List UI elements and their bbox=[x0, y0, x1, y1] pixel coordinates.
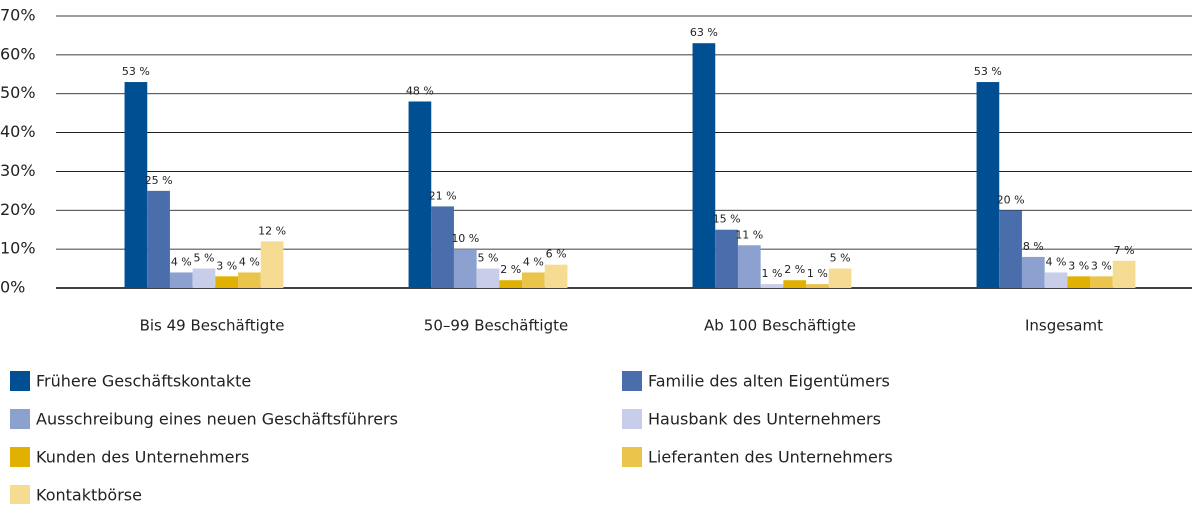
bar bbox=[544, 264, 568, 288]
value-label: 5 % bbox=[478, 252, 499, 265]
bar bbox=[260, 241, 284, 288]
value-label: 4 % bbox=[239, 255, 260, 268]
value-label: 1 % bbox=[762, 267, 783, 280]
legend-swatch bbox=[10, 485, 30, 505]
legend-label: Frühere Geschäftskontakte bbox=[36, 372, 251, 391]
value-label: 25 % bbox=[145, 174, 173, 187]
value-label: 8 % bbox=[1023, 240, 1044, 253]
legend-label: Kontaktbörse bbox=[36, 486, 142, 505]
y-tick-label: 10% bbox=[0, 239, 36, 258]
bar bbox=[1021, 256, 1045, 288]
bar bbox=[215, 276, 239, 288]
bar bbox=[408, 101, 432, 288]
value-label: 53 % bbox=[122, 65, 150, 78]
value-label: 2 % bbox=[500, 263, 521, 276]
legend-label: Kunden des Unternehmers bbox=[36, 448, 249, 467]
legend-swatch bbox=[10, 447, 30, 467]
value-label: 5 % bbox=[194, 252, 215, 265]
bar bbox=[476, 268, 500, 288]
value-label: 6 % bbox=[546, 248, 567, 261]
bar bbox=[828, 268, 852, 288]
bar bbox=[1044, 272, 1068, 288]
legend-swatch bbox=[622, 447, 642, 467]
y-tick-label: 70% bbox=[0, 6, 36, 25]
legend-swatch bbox=[10, 409, 30, 429]
legend-label: Familie des alten Eigentümers bbox=[648, 372, 890, 391]
bar bbox=[169, 272, 193, 288]
bar bbox=[999, 210, 1022, 288]
value-label: 2 % bbox=[784, 263, 805, 276]
value-label: 48 % bbox=[406, 84, 434, 97]
x-tick-label: Insgesamt bbox=[1025, 317, 1103, 335]
value-label: 3 % bbox=[216, 259, 237, 272]
value-label: 3 % bbox=[1068, 259, 1089, 272]
bar bbox=[522, 272, 545, 288]
bar bbox=[431, 206, 454, 288]
legend-label: Hausbank des Unternehmers bbox=[648, 410, 881, 429]
value-label: 4 % bbox=[1046, 255, 1067, 268]
value-label: 15 % bbox=[713, 213, 741, 226]
legend-swatch bbox=[622, 409, 642, 429]
bar bbox=[783, 280, 807, 288]
value-label: 20 % bbox=[997, 193, 1025, 206]
bar bbox=[806, 284, 829, 288]
value-label: 12 % bbox=[258, 224, 286, 237]
y-tick-label: 60% bbox=[0, 44, 36, 63]
y-tick-label: 30% bbox=[0, 161, 36, 180]
y-tick-label: 50% bbox=[0, 83, 36, 102]
legend-swatch bbox=[622, 371, 642, 391]
value-label: 3 % bbox=[1091, 259, 1112, 272]
value-label: 7 % bbox=[1114, 244, 1135, 257]
bar bbox=[453, 249, 477, 288]
bar bbox=[692, 43, 716, 289]
value-label: 11 % bbox=[735, 228, 763, 241]
value-label: 63 % bbox=[690, 26, 718, 39]
x-tick-label: Bis 49 Beschäftigte bbox=[140, 317, 285, 335]
bar bbox=[1090, 276, 1113, 288]
bar bbox=[976, 82, 1000, 288]
y-tick-label: 20% bbox=[0, 200, 36, 219]
x-tick-label: Ab 100 Beschäftigte bbox=[704, 317, 856, 335]
legend-label: Ausschreibung eines neuen Geschäftsführe… bbox=[36, 410, 398, 429]
bar bbox=[238, 272, 261, 288]
value-label: 1 % bbox=[807, 267, 828, 280]
bar bbox=[1067, 276, 1091, 288]
value-label: 21 % bbox=[429, 189, 457, 202]
bar bbox=[1112, 260, 1136, 288]
bar bbox=[715, 229, 738, 288]
bar bbox=[147, 190, 170, 288]
legend-swatch bbox=[10, 371, 30, 391]
value-label: 10 % bbox=[451, 232, 479, 245]
y-tick-label: 0% bbox=[0, 278, 25, 297]
value-label: 53 % bbox=[974, 65, 1002, 78]
bar bbox=[192, 268, 216, 288]
value-label: 5 % bbox=[830, 252, 851, 265]
legend-label: Lieferanten des Unternehmers bbox=[648, 448, 893, 467]
y-tick-label: 40% bbox=[0, 122, 36, 141]
value-label: 4 % bbox=[523, 255, 544, 268]
bar bbox=[499, 280, 523, 288]
value-label: 4 % bbox=[171, 255, 192, 268]
bar bbox=[760, 284, 784, 288]
bar bbox=[124, 82, 148, 288]
x-tick-label: 50–99 Beschäftigte bbox=[424, 317, 568, 335]
bar bbox=[737, 245, 761, 288]
